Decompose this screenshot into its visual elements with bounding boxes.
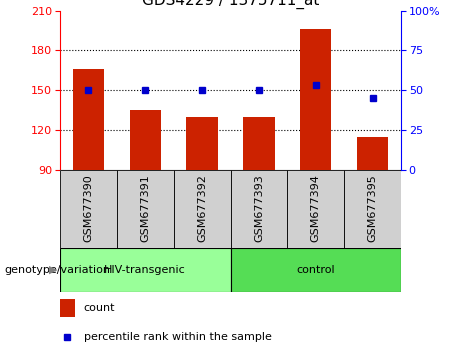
Text: GSM677395: GSM677395 (367, 174, 378, 241)
Text: ▶: ▶ (49, 265, 58, 275)
Text: count: count (84, 303, 115, 313)
Bar (174, 170, 230, 248)
Bar (243, 117, 275, 170)
Text: GSM677394: GSM677394 (311, 174, 321, 242)
Bar (230, 170, 287, 248)
Text: GSM677393: GSM677393 (254, 174, 264, 241)
Bar (230, 248, 401, 292)
Text: GSM677392: GSM677392 (197, 174, 207, 242)
Text: genotype/variation: genotype/variation (5, 265, 111, 275)
Bar (287, 170, 344, 248)
Bar (357, 137, 388, 170)
Text: control: control (296, 265, 335, 275)
Bar (130, 110, 161, 170)
Text: GSM677391: GSM677391 (140, 174, 150, 241)
Bar (60, 170, 117, 248)
Bar (60, 299, 75, 317)
Bar (186, 117, 218, 170)
Text: HIV-transgenic: HIV-transgenic (104, 265, 186, 275)
Bar (60, 248, 230, 292)
Bar (344, 170, 401, 248)
Bar (73, 69, 104, 170)
Text: GSM677390: GSM677390 (83, 174, 94, 241)
Bar (300, 29, 331, 170)
Bar (117, 170, 174, 248)
Text: percentile rank within the sample: percentile rank within the sample (84, 332, 272, 342)
Title: GDS4229 / 1375711_at: GDS4229 / 1375711_at (142, 0, 319, 9)
